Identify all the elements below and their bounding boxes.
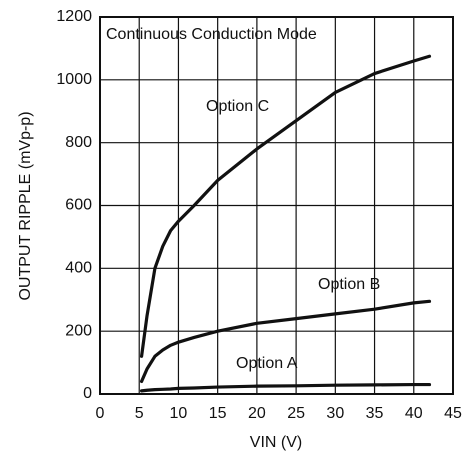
y-tick-label: 800 [65, 134, 92, 151]
annotation: Continuous Conduction Mode [106, 26, 317, 43]
y-tick-label: 1000 [56, 71, 92, 88]
x-tick-label: 25 [287, 405, 305, 422]
x-tick-label: 15 [209, 405, 227, 422]
line-series [139, 299, 432, 384]
y-axis-label: OUTPUT RIPPLE (mVp-p) [17, 111, 34, 300]
y-tick-label: 200 [65, 322, 92, 339]
y-tick-label: 600 [65, 197, 92, 214]
x-tick-label: 20 [248, 405, 266, 422]
x-tick-label: 45 [444, 405, 462, 422]
x-axis-label: VIN (V) [250, 434, 302, 451]
y-tick-label: 0 [83, 385, 92, 402]
x-tick-label: 5 [135, 405, 144, 422]
y-tick-label: 400 [65, 260, 92, 277]
line-series [139, 54, 432, 358]
y-tick-label: 1200 [56, 8, 92, 25]
x-tick-label: 40 [405, 405, 423, 422]
x-tick-label: 0 [96, 405, 105, 422]
annotation: Option C [206, 98, 269, 115]
x-tick-label: 30 [326, 405, 344, 422]
line-series [139, 382, 432, 393]
x-tick-label: 10 [170, 405, 188, 422]
annotation: Option B [318, 276, 380, 293]
x-tick-label: 35 [366, 405, 384, 422]
annotation: Option A [236, 355, 298, 372]
